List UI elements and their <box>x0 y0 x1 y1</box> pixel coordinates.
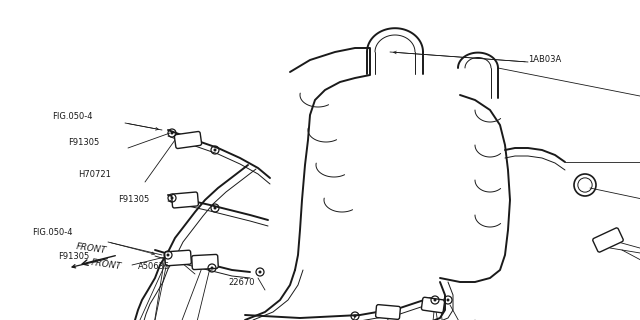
FancyBboxPatch shape <box>164 250 191 266</box>
Circle shape <box>166 253 170 257</box>
Circle shape <box>353 315 356 317</box>
Text: FIG.050-4: FIG.050-4 <box>52 112 93 121</box>
Text: FRONT: FRONT <box>75 242 107 255</box>
Text: 1AB03A: 1AB03A <box>528 55 561 64</box>
Text: H70721: H70721 <box>78 170 111 179</box>
Text: FIG.050-4: FIG.050-4 <box>32 228 72 237</box>
Text: 22670: 22670 <box>228 278 255 287</box>
Text: F91305: F91305 <box>68 138 99 147</box>
FancyBboxPatch shape <box>593 228 623 252</box>
Circle shape <box>211 267 214 269</box>
Text: FRONT: FRONT <box>90 258 122 271</box>
Circle shape <box>447 299 449 301</box>
FancyBboxPatch shape <box>172 192 198 208</box>
Circle shape <box>259 270 262 274</box>
Text: A50635: A50635 <box>138 262 170 271</box>
FancyBboxPatch shape <box>376 305 401 319</box>
Circle shape <box>170 132 173 134</box>
Circle shape <box>170 196 173 199</box>
Circle shape <box>433 299 436 301</box>
FancyBboxPatch shape <box>174 132 202 148</box>
Circle shape <box>214 148 216 151</box>
Text: F91305: F91305 <box>58 252 89 261</box>
Text: F91305: F91305 <box>118 195 149 204</box>
Circle shape <box>214 206 216 210</box>
FancyBboxPatch shape <box>192 254 218 269</box>
FancyBboxPatch shape <box>422 297 445 313</box>
